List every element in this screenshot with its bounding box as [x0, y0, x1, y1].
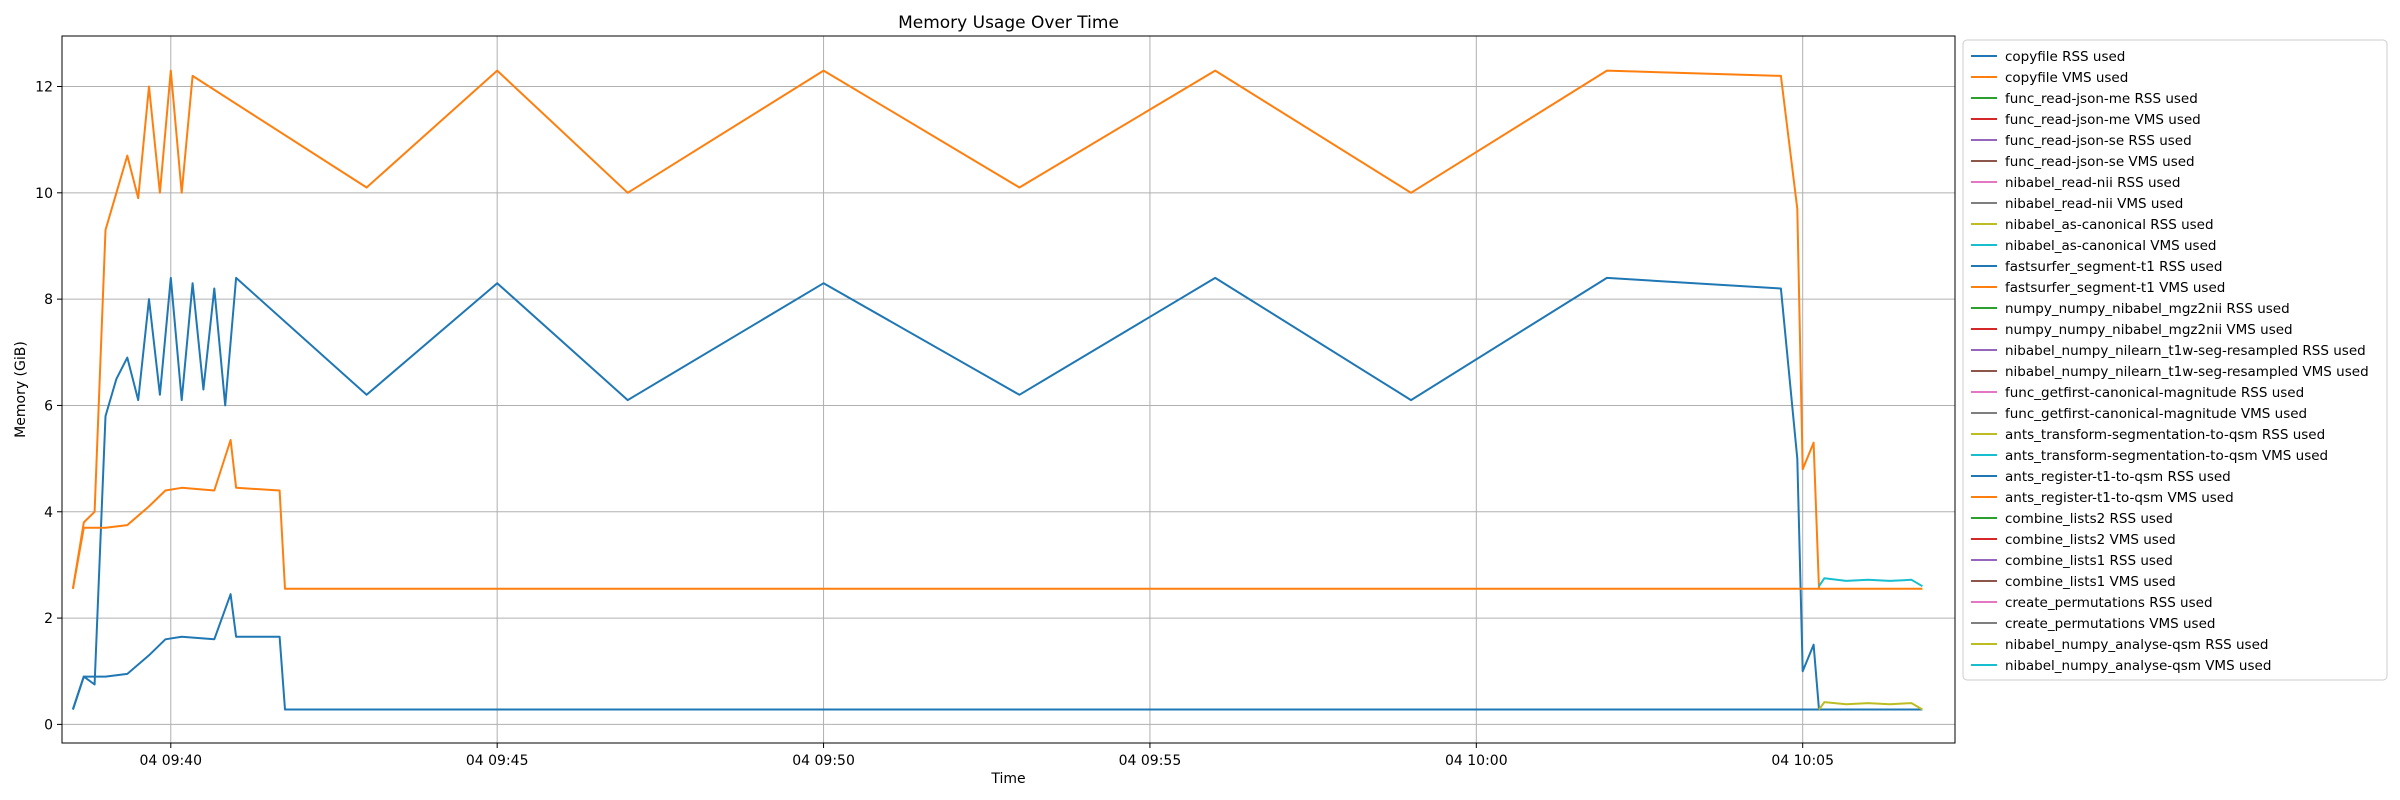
legend-entry: create_permutations VMS used [2005, 616, 2215, 632]
x-axis-label: Time [990, 771, 1025, 787]
legend-entry: create_permutations RSS used [2005, 595, 2213, 611]
legend-entry: fastsurfer_segment-t1 RSS used [2005, 259, 2222, 275]
y-tick-label: 12 [35, 80, 53, 96]
legend-entry: nibabel_numpy_analyse-qsm VMS used [2005, 658, 2271, 674]
chart-title: Memory Usage Over Time [898, 13, 1119, 33]
series-line-11 [71, 69, 1820, 589]
legend-entry: combine_lists1 RSS used [2005, 553, 2173, 569]
x-tick-label: 04 09:40 [139, 753, 202, 769]
legend-entry: nibabel_numpy_nilearn_t1w-seg-resampled … [2005, 343, 2366, 359]
x-axis-ticks: 04 09:40 04 09:45 04 09:50 04 09:55 04 10:00… [139, 743, 1834, 769]
x-tick-label: 04 10:00 [1445, 753, 1508, 769]
legend-entry: func_read-json-se VMS used [2005, 154, 2195, 170]
x-tick-label: 04 09:50 [792, 753, 855, 769]
legend-frame [1962, 39, 2388, 681]
legend-entry: nibabel_numpy_nilearn_t1w-seg-resampled … [2005, 364, 2369, 380]
legend-entry: func_read-json-se RSS used [2005, 133, 2192, 149]
legend-entry: nibabel_numpy_analyse-qsm RSS used [2005, 637, 2268, 653]
plot-frame [61, 35, 1956, 744]
legend-entry: func_getfirst-canonical-magnitude RSS us… [2005, 385, 2304, 401]
legend-entry: func_read-json-me VMS used [2005, 112, 2201, 128]
legend-entry: copyfile RSS used [2005, 49, 2125, 65]
series-line-21 [71, 439, 1923, 590]
x-tick-label: 04 09:45 [466, 753, 529, 769]
legend-entry: func_read-json-me RSS used [2005, 91, 2198, 107]
legend-entry: combine_lists2 RSS used [2005, 511, 2173, 527]
legend-entry: combine_lists1 VMS used [2005, 574, 2176, 590]
y-tick-label: 10 [35, 186, 53, 202]
x-tick-label: 04 10:05 [1771, 753, 1834, 769]
legend-entry: numpy_numpy_nibabel_mgz2nii RSS used [2005, 301, 2290, 317]
legend-entry: ants_register-t1-to-qsm RSS used [2005, 469, 2231, 485]
legend-entry: func_getfirst-canonical-magnitude VMS us… [2005, 406, 2307, 422]
plot-lines [71, 69, 1923, 711]
legend-entry: ants_transform-segmentation-to-qsm RSS u… [2005, 427, 2325, 443]
legend-entry: copyfile VMS used [2005, 70, 2128, 86]
y-tick-label: 2 [44, 611, 53, 627]
y-tick-label: 4 [44, 505, 53, 521]
legend-entry: nibabel_as-canonical VMS used [2005, 238, 2216, 254]
legend-entry: nibabel_read-nii RSS used [2005, 175, 2180, 191]
y-tick-label: 0 [44, 717, 53, 733]
series-line-29 [1818, 577, 1923, 588]
y-tick-label: 8 [44, 292, 53, 308]
series-line-10 [71, 276, 1820, 710]
legend-entry: numpy_numpy_nibabel_mgz2nii VMS used [2005, 322, 2293, 338]
legend-entry: ants_register-t1-to-qsm VMS used [2005, 490, 2234, 506]
legend-entry: nibabel_read-nii VMS used [2005, 196, 2183, 212]
y-tick-label: 6 [44, 398, 53, 414]
x-tick-label: 04 09:55 [1119, 753, 1182, 769]
legend-entry: fastsurfer_segment-t1 VMS used [2005, 280, 2225, 296]
series-line-20 [71, 593, 1923, 711]
y-axis-ticks: 0 2 4 6 8 10 12 [35, 80, 62, 733]
y-axis-label: Memory (GiB) [13, 341, 29, 438]
legend-entry: combine_lists2 VMS used [2005, 532, 2176, 548]
legend-entry: ants_transform-segmentation-to-qsm VMS u… [2005, 448, 2328, 464]
legend-entry: nibabel_as-canonical RSS used [2005, 217, 2214, 233]
legend: copyfile RSS used copyfile VMS used func_r… [1962, 39, 2388, 681]
series-line-28 [1818, 701, 1923, 711]
grid [62, 36, 1955, 743]
